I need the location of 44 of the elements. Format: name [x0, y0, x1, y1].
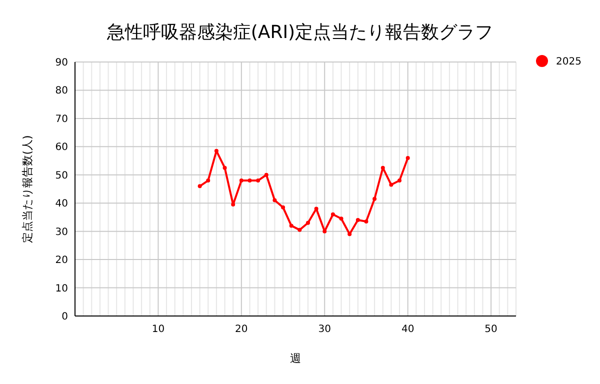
point	[231, 202, 236, 207]
point	[406, 156, 410, 160]
point	[248, 178, 252, 183]
y-tick-label: 80	[55, 86, 68, 97]
y-tick-label: 30	[55, 226, 68, 238]
point	[198, 184, 202, 188]
y-tick-label: 70	[55, 114, 68, 125]
point	[306, 220, 310, 225]
legend-label: 2025	[556, 56, 582, 68]
point	[372, 196, 377, 201]
point	[264, 172, 268, 177]
point	[272, 198, 277, 202]
point	[239, 178, 244, 183]
chart-title: 急性呼吸器感染症(ARI)定点当たり報告数グラフ	[106, 22, 494, 43]
point	[398, 178, 402, 183]
y-tick-label: 50	[55, 170, 68, 182]
point	[339, 216, 344, 221]
point	[356, 218, 360, 222]
point	[281, 205, 286, 210]
point	[314, 206, 318, 211]
y-tick-label: 60	[55, 142, 68, 154]
x-axis-title: 週	[290, 352, 301, 365]
x-tick-label: 20	[235, 324, 248, 335]
y-tick-label: 40	[55, 198, 68, 210]
point	[256, 178, 260, 183]
point	[298, 228, 302, 232]
y-tick-label: 20	[55, 255, 68, 266]
x-tick-label: 40	[401, 324, 414, 335]
y-tick-label: 10	[55, 283, 68, 294]
y-axis-title: 定点当たり報告数(人)	[21, 135, 34, 243]
point	[380, 166, 385, 170]
point	[348, 232, 352, 236]
point	[364, 219, 368, 224]
y-tick-label: 0	[62, 312, 68, 322]
point	[222, 166, 227, 170]
point	[206, 178, 210, 183]
x-tick-label: 30	[318, 324, 331, 335]
x-tick-label: 10	[152, 324, 165, 335]
point	[214, 148, 218, 153]
x-tick-label: 50	[484, 324, 498, 335]
y-tick-label: 90	[55, 58, 68, 68]
point	[389, 182, 394, 187]
point	[289, 224, 294, 228]
point	[330, 212, 335, 216]
